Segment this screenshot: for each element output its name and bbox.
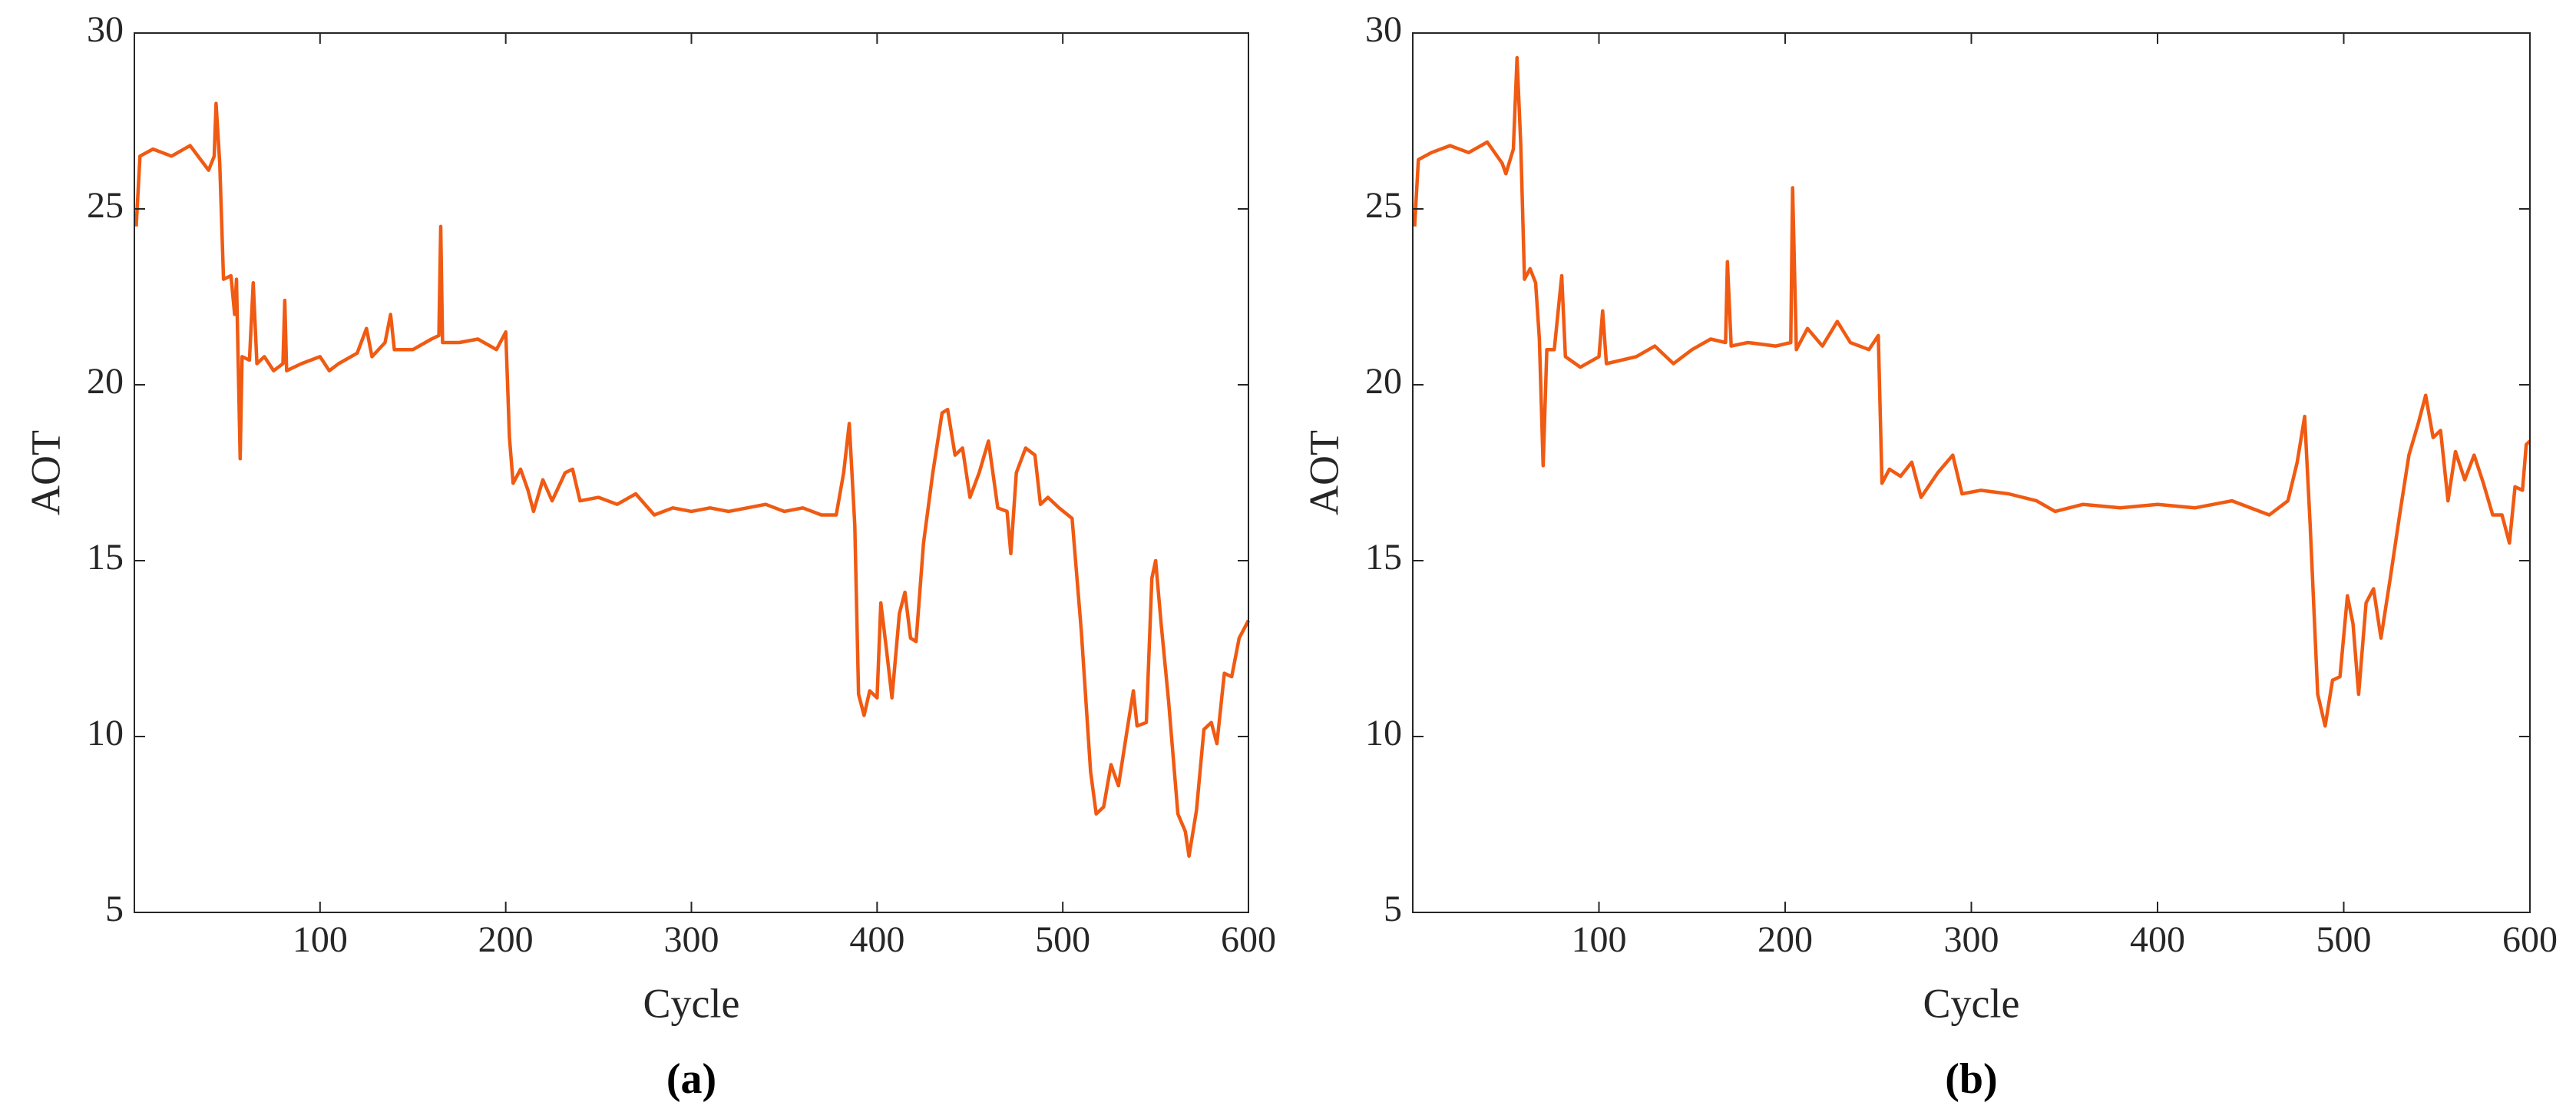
x-tick-label: 100 <box>1572 919 1627 960</box>
x-tick-label: 600 <box>1221 919 1276 960</box>
y-tick-label: 10 <box>1365 713 1402 753</box>
x-tick-label: 500 <box>2316 919 2372 960</box>
x-tick-label: 200 <box>478 919 534 960</box>
x-axis-label: Cycle <box>1923 980 2020 1026</box>
y-tick-label: 10 <box>87 713 124 753</box>
y-tick-label: 20 <box>87 361 124 402</box>
caption: (b) <box>1945 1055 1997 1103</box>
y-tick-label: 5 <box>105 889 124 929</box>
y-tick-label: 20 <box>1365 361 1402 402</box>
x-tick-label: 400 <box>2130 919 2185 960</box>
x-axis-label: Cycle <box>643 980 740 1026</box>
x-tick-label: 200 <box>1758 919 1813 960</box>
x-tick-label: 100 <box>293 919 348 960</box>
y-tick-label: 25 <box>87 185 124 226</box>
x-tick-label: 400 <box>849 919 904 960</box>
x-tick-label: 300 <box>1944 919 1999 960</box>
x-tick-label: 600 <box>2502 919 2558 960</box>
y-axis-label: AOT <box>22 430 68 515</box>
axes-box <box>134 32 1249 913</box>
y-tick-label: 30 <box>87 9 124 50</box>
x-tick-label: 500 <box>1035 919 1090 960</box>
y-tick-label: 15 <box>87 537 124 578</box>
y-axis-label: AOT <box>1301 430 1347 515</box>
x-tick-label: 300 <box>664 919 719 960</box>
y-tick-label: 25 <box>1365 185 1402 226</box>
caption: (a) <box>666 1055 716 1103</box>
axes-box <box>1412 32 2531 913</box>
y-tick-label: 5 <box>1384 889 1402 929</box>
data-line <box>134 101 1250 858</box>
y-tick-label: 15 <box>1365 537 1402 578</box>
data-line <box>1413 55 2531 728</box>
y-tick-label: 30 <box>1365 9 1402 50</box>
